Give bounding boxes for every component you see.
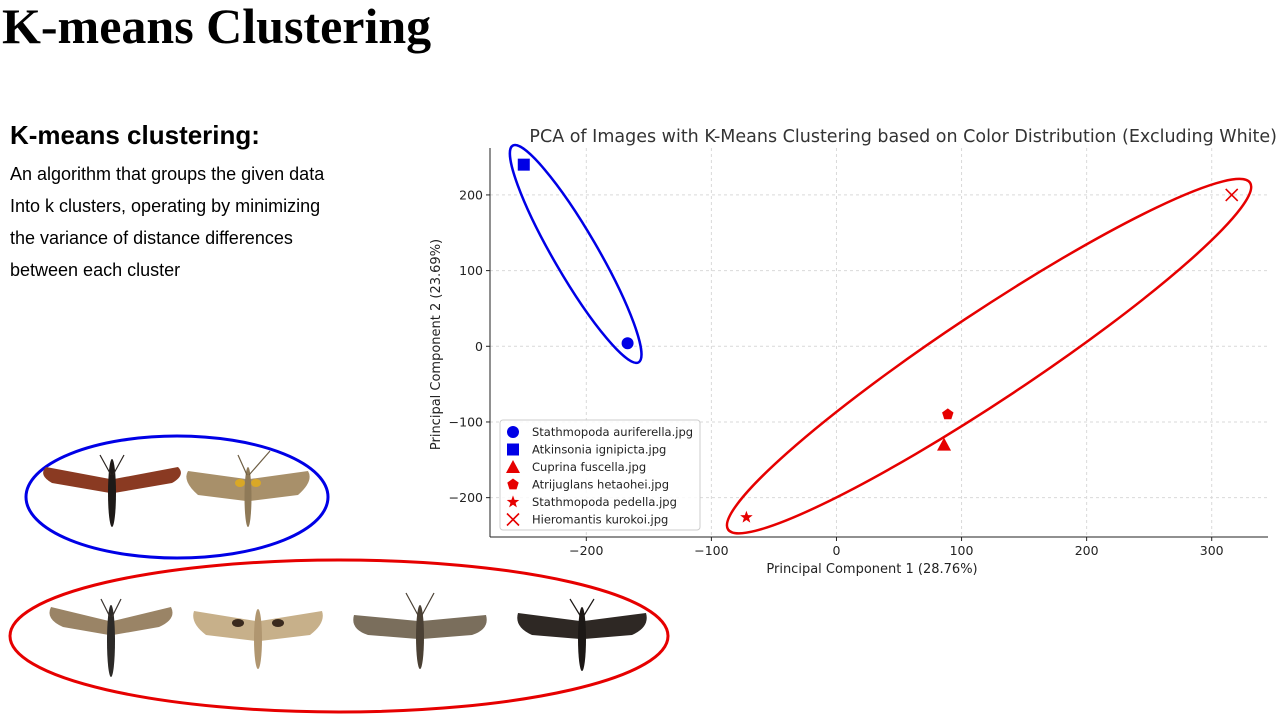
slide-title: K-means Clustering (2, 0, 432, 54)
moth-cluster-1 (24, 434, 330, 560)
data-point (517, 158, 530, 171)
section-heading: K-means clustering: (10, 120, 260, 150)
legend-box (499, 419, 701, 531)
x-axis-label: Principal Component 1 (28.76%) (766, 562, 977, 577)
legend-label: Hieromantis kurokoi.jpg (532, 513, 668, 527)
description-line: between each cluster (10, 260, 181, 280)
description: An algorithm that groups the given data … (10, 158, 390, 286)
cluster_2-outline (725, 177, 1253, 535)
legend-label: Stathmopoda pedella.jpg (532, 495, 677, 509)
legend-marker (506, 460, 520, 473)
legend-label: Atrijuglans hetaohei.jpg (532, 478, 669, 492)
x-tick-label: −200 (569, 543, 603, 558)
moth-image (193, 609, 323, 669)
x-tick-label: −100 (694, 543, 728, 558)
legend-marker (507, 478, 519, 490)
cluster-1-outline (24, 434, 330, 560)
description-line: Into k clusters, operating by minimizing (10, 196, 321, 216)
data-point (1225, 188, 1239, 202)
y-tick-label: 200 (459, 187, 483, 202)
legend-label: Stathmopoda auriferella.jpg (532, 425, 693, 439)
x-tick-label: 100 (950, 543, 974, 558)
y-tick-label: 0 (475, 339, 483, 354)
legend-marker (506, 495, 520, 508)
x-tick-label: 0 (832, 543, 840, 558)
legend-marker (507, 443, 519, 456)
legend-label: Atkinsonia ignipicta.jpg (532, 443, 666, 457)
data-point (942, 408, 954, 420)
legend-marker (506, 512, 520, 527)
moth-image (186, 450, 310, 527)
moth-image (517, 598, 647, 671)
x-tick-label: 300 (1200, 543, 1224, 558)
y-tick-label: 100 (459, 263, 483, 278)
description-line: An algorithm that groups the given data (10, 164, 325, 184)
x-tick-label: 200 (1075, 543, 1099, 558)
y-tick-label: −200 (449, 490, 483, 505)
legend-marker (507, 426, 519, 438)
moth-image (353, 592, 487, 669)
description-line: the variance of distance differences (10, 228, 293, 248)
moth-cluster-2 (8, 558, 670, 714)
cluster_1-outline (508, 143, 643, 365)
y-tick-label: −100 (449, 414, 483, 429)
pca-scatter-chart: −200 −100 0 100 200 300 −200 −100 0 100 200 PCA of … (429, 127, 1277, 577)
moth-image (43, 454, 181, 527)
moth-image-groups (8, 434, 670, 714)
cluster-2-outline (8, 558, 670, 714)
data-point (621, 337, 634, 350)
legend-label: Cuprina fuscella.jpg (532, 460, 646, 474)
data-point (740, 510, 753, 523)
y-axis-label: Principal Component 2 (23.69%) (429, 239, 444, 450)
moth-image (49, 598, 173, 677)
data-point (937, 437, 952, 451)
legend: Stathmopoda auriferella.jpg Atkinsonia ig… (499, 419, 701, 531)
chart-title: PCA of Images with K-Means Clustering ba… (529, 127, 1277, 147)
